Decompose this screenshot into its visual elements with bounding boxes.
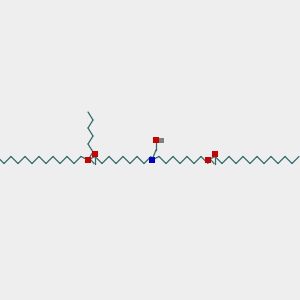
Bar bbox=[212, 151, 218, 157]
Bar bbox=[205, 157, 211, 163]
Bar bbox=[153, 137, 159, 143]
Bar bbox=[92, 151, 98, 157]
Bar bbox=[158, 137, 164, 142]
Bar bbox=[85, 157, 91, 163]
Bar bbox=[149, 157, 155, 163]
